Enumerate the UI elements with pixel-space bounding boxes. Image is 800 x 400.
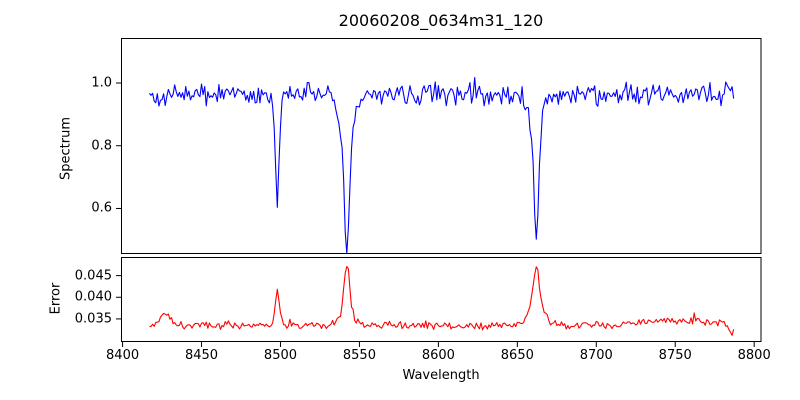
y-tick-label: 0.045 (74, 268, 112, 284)
x-tick-label: 8700 (579, 348, 613, 363)
spectrum-line (148, 77, 735, 255)
axes-spines-spectrum (121, 38, 762, 254)
x-tick-label: 8400 (106, 348, 140, 363)
y-tick-label: 0.6 (91, 200, 112, 216)
x-tick-label: 8550 (342, 348, 376, 363)
y-tick-label: 1.0 (91, 75, 112, 91)
wavelength-axis-label: Wavelength (402, 368, 480, 383)
plot-title: 20060208_0634m31_120 (338, 11, 544, 30)
x-tick-label: 8800 (737, 348, 771, 363)
y-tick-label: 0.8 (91, 138, 112, 154)
y-tick-label: 0.035 (74, 311, 112, 327)
error-line (149, 265, 735, 336)
x-tick-label: 8500 (263, 348, 298, 363)
axes-spines-error (121, 257, 762, 342)
x-tick-label: 8600 (421, 348, 455, 363)
y-tick-label: 0.040 (74, 289, 112, 305)
x-tick-label: 8650 (500, 348, 534, 363)
x-tick-label: 8750 (658, 348, 692, 363)
x-tick-label: 8450 (184, 348, 219, 363)
